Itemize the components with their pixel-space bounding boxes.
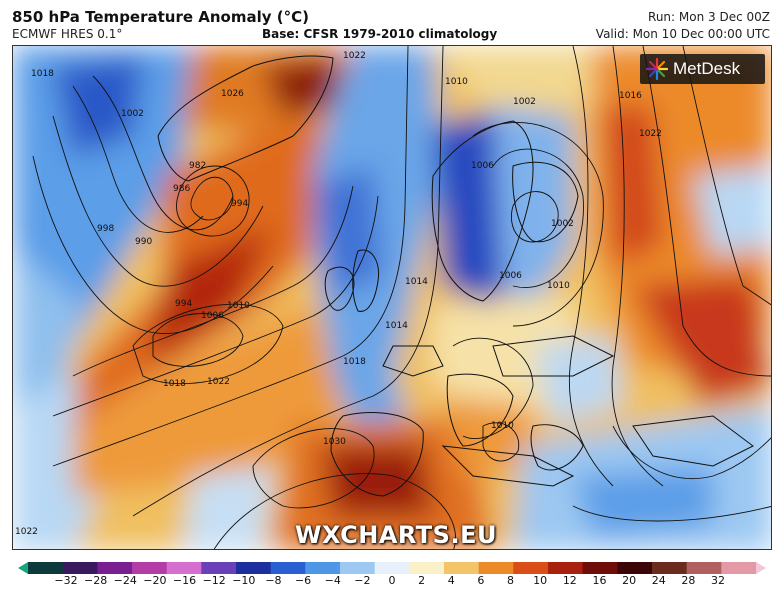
metdesk-logo: MetDesk bbox=[640, 54, 765, 84]
isobar-label: 1002 bbox=[551, 219, 574, 229]
anomaly-map: 998 1002 990 986 982 994 994 1006 1010 1… bbox=[12, 45, 772, 550]
colorbar-tick-label: 8 bbox=[507, 574, 515, 587]
colorbar-segment bbox=[686, 562, 722, 574]
isobar-label: 1010 bbox=[227, 301, 250, 311]
colorbar-segment bbox=[340, 562, 376, 574]
colorbar-tick-label: −12 bbox=[202, 574, 226, 587]
anomaly-field bbox=[13, 46, 771, 549]
isobar-label: 1026 bbox=[221, 89, 244, 99]
colorbar-tick-label: 4 bbox=[447, 574, 455, 587]
chart-header: 850 hPa Temperature Anomaly (°C) ECMWF H… bbox=[0, 0, 784, 46]
isobar-label: 994 bbox=[175, 299, 192, 309]
run-time: Run: Mon 3 Dec 00Z bbox=[648, 10, 770, 24]
colorbar-segment bbox=[374, 562, 410, 574]
colorbar-tick-label: 28 bbox=[681, 574, 696, 587]
wxcharts-watermark: WXCHARTS.EU bbox=[295, 521, 497, 549]
colorbar-segment bbox=[548, 562, 584, 574]
colorbar-tick-label: 6 bbox=[477, 574, 485, 587]
valid-time: Valid: Mon 10 Dec 00:00 UTC bbox=[595, 27, 770, 41]
chart-title: 850 hPa Temperature Anomaly (°C) bbox=[12, 8, 309, 26]
colorbar-tick-label: 16 bbox=[592, 574, 607, 587]
colorbar-segment bbox=[652, 562, 688, 574]
colorbar-tick-label: 32 bbox=[711, 574, 725, 587]
isobar-labels: 998 1002 990 986 982 994 994 1006 1010 1… bbox=[15, 51, 662, 537]
isobar-label: 1022 bbox=[15, 527, 38, 537]
isobar-label: 1022 bbox=[343, 51, 366, 61]
isobar-label: 1018 bbox=[31, 69, 54, 79]
colorbar-tick-label: 2 bbox=[418, 574, 426, 587]
isobar-label: 1022 bbox=[207, 377, 230, 387]
colorbar-tip-left bbox=[18, 562, 28, 574]
isobar-label: 1010 bbox=[491, 421, 514, 431]
colorbar-tick-label: −2 bbox=[354, 574, 371, 587]
isobar-lines bbox=[32, 46, 771, 549]
colorbar-segment bbox=[28, 562, 64, 574]
colorbar-tip-right bbox=[756, 562, 766, 574]
colorbar-scale bbox=[18, 562, 766, 574]
colorbar-tick-label: 0 bbox=[388, 574, 396, 587]
isobar-label: 1002 bbox=[121, 109, 144, 119]
colorbar-segment bbox=[236, 562, 272, 574]
model-name: ECMWF HRES 0.1° bbox=[12, 27, 123, 41]
isobar-label: 1030 bbox=[323, 437, 346, 447]
isobar-label: 1002 bbox=[513, 97, 536, 107]
colorbar-tick-label: −28 bbox=[84, 574, 108, 587]
colorbar-segment bbox=[201, 562, 237, 574]
colorbar-segment bbox=[97, 562, 133, 574]
colorbar-tick-label: −20 bbox=[143, 574, 167, 587]
colorbar-segment bbox=[513, 562, 549, 574]
colorbar-tick-label: −10 bbox=[232, 574, 256, 587]
colorbar-tick-label: −6 bbox=[294, 574, 312, 587]
colorbar-segment bbox=[444, 562, 480, 574]
isobar-label: 1006 bbox=[471, 161, 494, 171]
isobar-label: 1018 bbox=[343, 357, 366, 367]
colorbar-tick-label: 12 bbox=[562, 574, 577, 587]
isobar-label: 1018 bbox=[163, 379, 186, 389]
colorbar-segment bbox=[582, 562, 618, 574]
isobar-label: 994 bbox=[231, 199, 248, 209]
colorbar-tick-label: −16 bbox=[172, 574, 197, 587]
colorbar-segment bbox=[721, 562, 757, 574]
isobar-label: 986 bbox=[173, 184, 190, 194]
colorbar-segment bbox=[305, 562, 341, 574]
colorbar-tick-label: 20 bbox=[622, 574, 637, 587]
colorbar-tick-label: −24 bbox=[113, 574, 137, 587]
map-canvas: 998 1002 990 986 982 994 994 1006 1010 1… bbox=[13, 46, 771, 549]
colorbar-labels: −32 −28 −24 −20 −16 −12 −10 −8 −6 −4 −2 0 2 4 6 8 10 12 16… bbox=[0, 574, 784, 590]
isobar-label: 1022 bbox=[639, 129, 662, 139]
isobar-label: 1006 bbox=[499, 271, 522, 281]
colorbar-tick-label: −4 bbox=[324, 574, 341, 587]
isobar-label: 1010 bbox=[445, 77, 468, 87]
colorbar-tick-label: −8 bbox=[265, 574, 282, 587]
isobar-label: 1010 bbox=[547, 281, 570, 291]
colorbar-tick-label: 24 bbox=[651, 574, 666, 587]
colorbar-segment bbox=[478, 562, 514, 574]
metdesk-star-icon bbox=[646, 58, 668, 80]
colorbar-tick-label: −32 bbox=[54, 574, 78, 587]
isobar-label: 1006 bbox=[201, 311, 224, 321]
base-climatology: Base: CFSR 1979-2010 climatology bbox=[262, 27, 498, 41]
colorbar-segment bbox=[62, 562, 98, 574]
isobar-label: 998 bbox=[97, 224, 114, 234]
colorbar-segment bbox=[617, 562, 653, 574]
metdesk-logo-text: MetDesk bbox=[673, 59, 741, 78]
isobar-label: 990 bbox=[135, 237, 152, 247]
colorbar-segment bbox=[132, 562, 168, 574]
colorbar-segment bbox=[409, 562, 445, 574]
isobar-label: 1016 bbox=[619, 91, 642, 101]
colorbar-tick-label: 10 bbox=[533, 574, 548, 587]
isobar-label: 1014 bbox=[385, 321, 408, 331]
colorbar-segment bbox=[166, 562, 202, 574]
isobar-label: 1014 bbox=[405, 277, 428, 287]
colorbar bbox=[18, 559, 766, 574]
isobar-label: 982 bbox=[189, 161, 206, 171]
colorbar-segment bbox=[270, 562, 306, 574]
